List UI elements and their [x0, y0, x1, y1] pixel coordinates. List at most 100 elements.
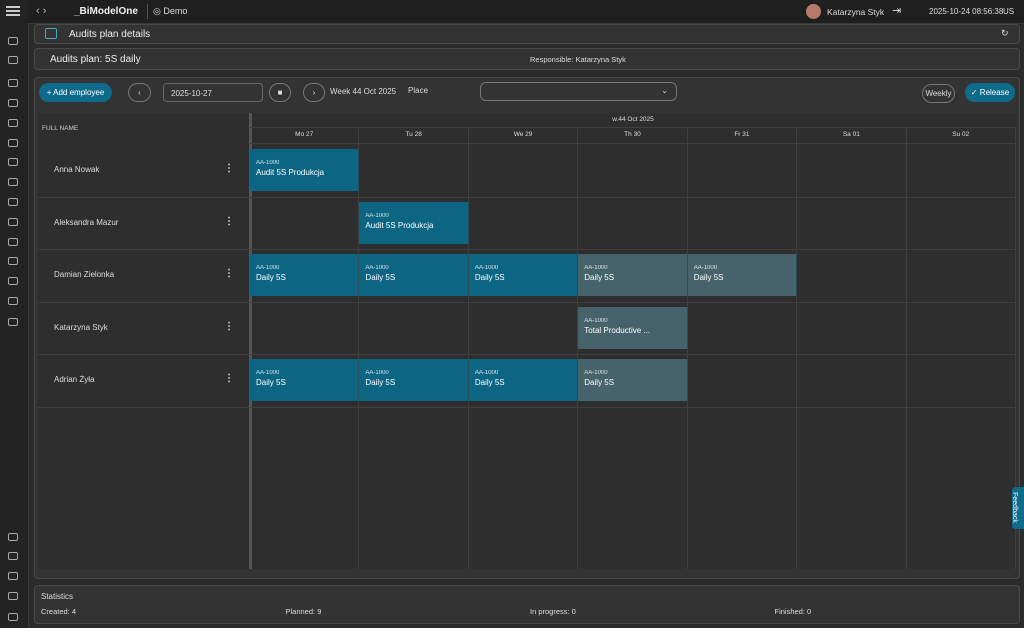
nav-icon[interactable] — [8, 119, 18, 127]
event-block[interactable]: AA-1000 Daily 5S — [578, 254, 688, 297]
nav-icon[interactable] — [8, 238, 18, 246]
row-line — [38, 354, 1016, 356]
row-line — [38, 196, 1016, 198]
datetime: 2025-10-24 08:56:38 — [929, 7, 1004, 16]
event-code: AA-1000 — [365, 370, 389, 377]
statistics-title: Statistics — [41, 592, 74, 601]
event-block[interactable]: AA-1000 Daily 5S — [250, 359, 360, 402]
nav-icon[interactable] — [8, 99, 18, 107]
nav-icon[interactable] — [8, 178, 18, 186]
event-code: AA-1000 — [584, 265, 608, 272]
nav-icon[interactable] — [8, 318, 18, 326]
workspace[interactable]: ◎ Demo — [153, 6, 188, 16]
avatar[interactable] — [806, 4, 821, 19]
event-code: AA-1000 — [584, 317, 608, 324]
nav-icon[interactable] — [8, 79, 18, 87]
nav-icon[interactable] — [8, 592, 18, 600]
day-header: Tu 28 — [359, 127, 469, 144]
day-header: Su 02 — [906, 127, 1016, 144]
nav-icon[interactable] — [8, 198, 18, 206]
nav-arrows[interactable]: ‹ › — [36, 5, 47, 17]
event-title: Audit 5S Produkcja — [365, 220, 434, 230]
calendar-button[interactable]: ■ — [269, 83, 291, 102]
page-header: Audits plan details ↻ — [34, 24, 1020, 44]
sidebar — [0, 0, 29, 628]
event-code: AA-1000 — [256, 370, 280, 377]
day-column — [578, 144, 688, 569]
place-label: Place — [408, 86, 429, 95]
brand[interactable]: _BiModelOne — [74, 6, 138, 17]
event-title: Daily 5S — [365, 378, 396, 388]
event-code: AA-1000 — [365, 212, 389, 219]
event-title: Daily 5S — [256, 378, 286, 388]
locale[interactable]: US — [1003, 7, 1015, 16]
row-line — [38, 407, 1016, 408]
event-code: AA-1000 — [256, 265, 280, 272]
row-menu[interactable]: ⋮ — [224, 215, 234, 227]
event-block[interactable]: AA-1000 Audit 5S Produkcja — [250, 149, 360, 191]
release-button[interactable]: ✓ Release — [965, 83, 1015, 102]
event-title: Audit 5S Produkcja — [256, 168, 325, 177]
weekly-button[interactable]: Weekly — [922, 84, 955, 103]
prev-week-button[interactable]: ‹ — [128, 83, 151, 102]
statistic: Created: 4 — [41, 607, 77, 616]
nav-icon[interactable] — [8, 37, 18, 45]
nav-icon[interactable] — [8, 56, 18, 64]
event-block[interactable]: AA-1000 Daily 5S — [468, 254, 579, 297]
date-input[interactable]: 2025-10-27 — [163, 83, 263, 102]
event-code: AA-1000 — [365, 265, 389, 272]
event-title: Daily 5S — [474, 378, 505, 388]
event-block[interactable]: AA-1000 Daily 5S — [250, 254, 360, 297]
week-label: Week 44 Oct 2025 — [330, 87, 397, 96]
day-column — [688, 144, 798, 569]
row-menu[interactable]: ⋮ — [224, 163, 234, 174]
nav-icon[interactable] — [8, 158, 18, 166]
statistic: Planned: 9 — [285, 607, 322, 616]
feedback-tab[interactable]: Feedback — [1011, 487, 1024, 529]
row-menu[interactable]: ⋮ — [224, 373, 234, 385]
day-header: Sa 01 — [797, 127, 907, 144]
workspace-name: Demo — [163, 6, 188, 16]
user-name[interactable]: Katarzyna Styk — [827, 7, 885, 17]
nav-icon[interactable] — [8, 297, 18, 305]
event-title: Daily 5S — [693, 273, 724, 283]
event-block[interactable]: AA-1000 Daily 5S — [359, 254, 469, 297]
row-menu[interactable]: ⋮ — [224, 268, 234, 280]
row-menu[interactable]: ⋮ — [224, 320, 234, 332]
event-block[interactable]: AA-1000 Audit 5S Produkcja — [359, 201, 469, 244]
nav-icon[interactable] — [8, 613, 18, 621]
event-title: Daily 5S — [584, 273, 615, 283]
next-week-button[interactable]: › — [303, 83, 325, 102]
nav-icon[interactable] — [8, 552, 18, 560]
event-block[interactable]: AA-1000 Daily 5S — [468, 359, 579, 402]
nav-icon[interactable] — [8, 257, 18, 265]
nav-icon[interactable] — [8, 277, 18, 285]
event-block[interactable]: AA-1000 Total Productive ... — [578, 306, 688, 349]
refresh-button[interactable]: ↻ — [1001, 28, 1009, 38]
nav-icon[interactable] — [8, 572, 18, 580]
plan-bar: Audits plan: 5S daily Responsible: Katar… — [34, 48, 1020, 70]
column-separator — [249, 113, 252, 569]
logout-icon[interactable]: ⇥ — [892, 5, 902, 17]
employee-name: Katarzyna Styk — [54, 322, 108, 332]
event-block[interactable]: AA-1000 Daily 5S — [359, 359, 469, 402]
nav-icon[interactable] — [8, 533, 18, 541]
row-line — [38, 249, 1016, 251]
employee-name: Adrian Żyła — [54, 375, 95, 385]
event-title: Daily 5S — [584, 378, 615, 388]
name-header: FULL NAME — [42, 125, 79, 132]
event-block[interactable]: AA-1000 Daily 5S — [687, 254, 798, 297]
nav-icon[interactable] — [8, 218, 18, 226]
page-title: Audits plan details — [69, 29, 151, 40]
event-block[interactable]: AA-1000 Daily 5S — [578, 359, 688, 402]
day-header: We 29 — [468, 127, 579, 144]
nav-icon[interactable] — [8, 139, 18, 147]
menu-button[interactable] — [6, 6, 20, 16]
row-line — [38, 301, 1016, 303]
day-header: Th 30 — [578, 127, 688, 144]
plan-responsible: Responsible: Katarzyna Styk — [530, 55, 626, 64]
employee-name: Anna Nowak — [54, 165, 100, 174]
add-employee-button[interactable]: + Add employee — [39, 83, 112, 102]
place-select[interactable]: ⌄ — [480, 82, 677, 101]
day-column — [359, 144, 469, 569]
